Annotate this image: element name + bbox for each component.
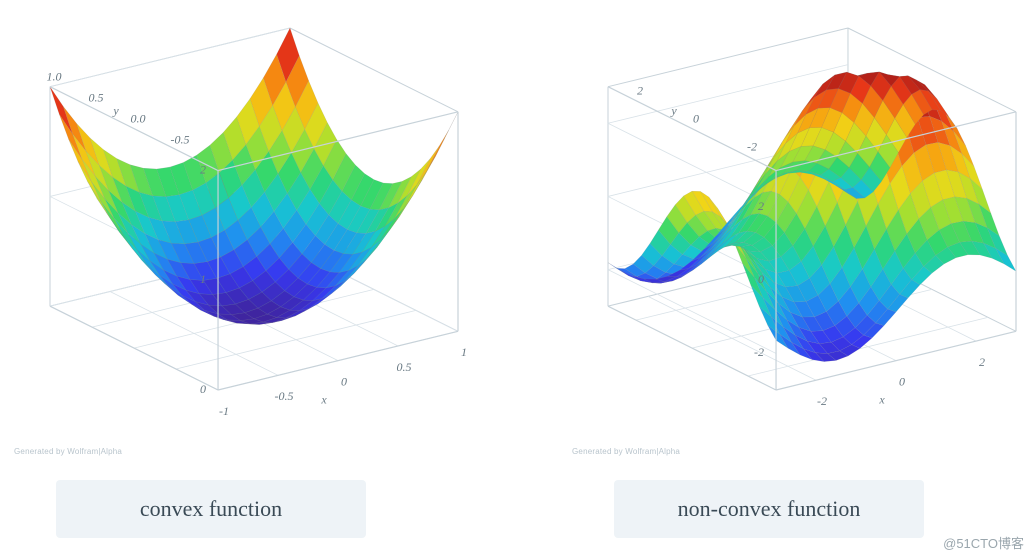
left-plot-container: -1 -0.5 0 0.5 1 -0.5 0.0 0.5 1.0 0 1 2 x y Generated … xyxy=(0,0,478,460)
svg-text:y: y xyxy=(670,104,677,118)
svg-text:0: 0 xyxy=(341,374,347,388)
svg-text:0: 0 xyxy=(899,374,905,388)
svg-text:-0.5: -0.5 xyxy=(171,133,190,147)
svg-text:y: y xyxy=(112,104,119,118)
svg-text:2: 2 xyxy=(979,355,985,369)
attribution-text: Generated by Wolfram|Alpha xyxy=(14,447,122,456)
left-caption: convex function xyxy=(56,480,366,538)
convex-surface-plot: -1 -0.5 0 0.5 1 -0.5 0.0 0.5 1.0 0 1 2 x y xyxy=(0,0,478,460)
svg-text:-1: -1 xyxy=(219,404,229,418)
svg-text:-2: -2 xyxy=(754,345,764,359)
svg-text:2: 2 xyxy=(200,162,206,176)
svg-text:-2: -2 xyxy=(817,394,827,408)
right-caption: non-convex function xyxy=(614,480,924,538)
left-panel: -1 -0.5 0 0.5 1 -0.5 0.0 0.5 1.0 0 1 2 x y Generated … xyxy=(0,0,478,460)
svg-text:x: x xyxy=(878,392,885,406)
svg-text:0.5: 0.5 xyxy=(397,360,412,374)
right-panel: -2 0 2 -2 0 2 -2 0 2 x y Generated by Wolfram|Alph… xyxy=(558,0,1036,460)
svg-text:0: 0 xyxy=(200,382,206,396)
attribution-text: Generated by Wolfram|Alpha xyxy=(572,447,680,456)
svg-text:2: 2 xyxy=(758,199,764,213)
figure-pair: -1 -0.5 0 0.5 1 -0.5 0.0 0.5 1.0 0 1 2 x y Generated … xyxy=(0,0,1036,560)
svg-text:-0.5: -0.5 xyxy=(275,389,294,403)
nonconvex-surface-plot: -2 0 2 -2 0 2 -2 0 2 x y xyxy=(558,0,1036,460)
svg-text:0: 0 xyxy=(758,272,764,286)
svg-text:2: 2 xyxy=(637,84,643,98)
svg-text:1: 1 xyxy=(200,272,206,286)
svg-text:0.5: 0.5 xyxy=(89,91,104,105)
svg-text:0.0: 0.0 xyxy=(131,112,146,126)
svg-text:x: x xyxy=(320,392,327,406)
right-plot-container: -2 0 2 -2 0 2 -2 0 2 x y Generated by Wolfram|Alph… xyxy=(558,0,1036,460)
svg-text:0: 0 xyxy=(693,112,699,126)
svg-text:-2: -2 xyxy=(747,140,757,154)
svg-text:1: 1 xyxy=(461,345,467,359)
watermark-text: @51CTO博客 xyxy=(943,533,1024,552)
svg-text:1.0: 1.0 xyxy=(47,70,62,84)
